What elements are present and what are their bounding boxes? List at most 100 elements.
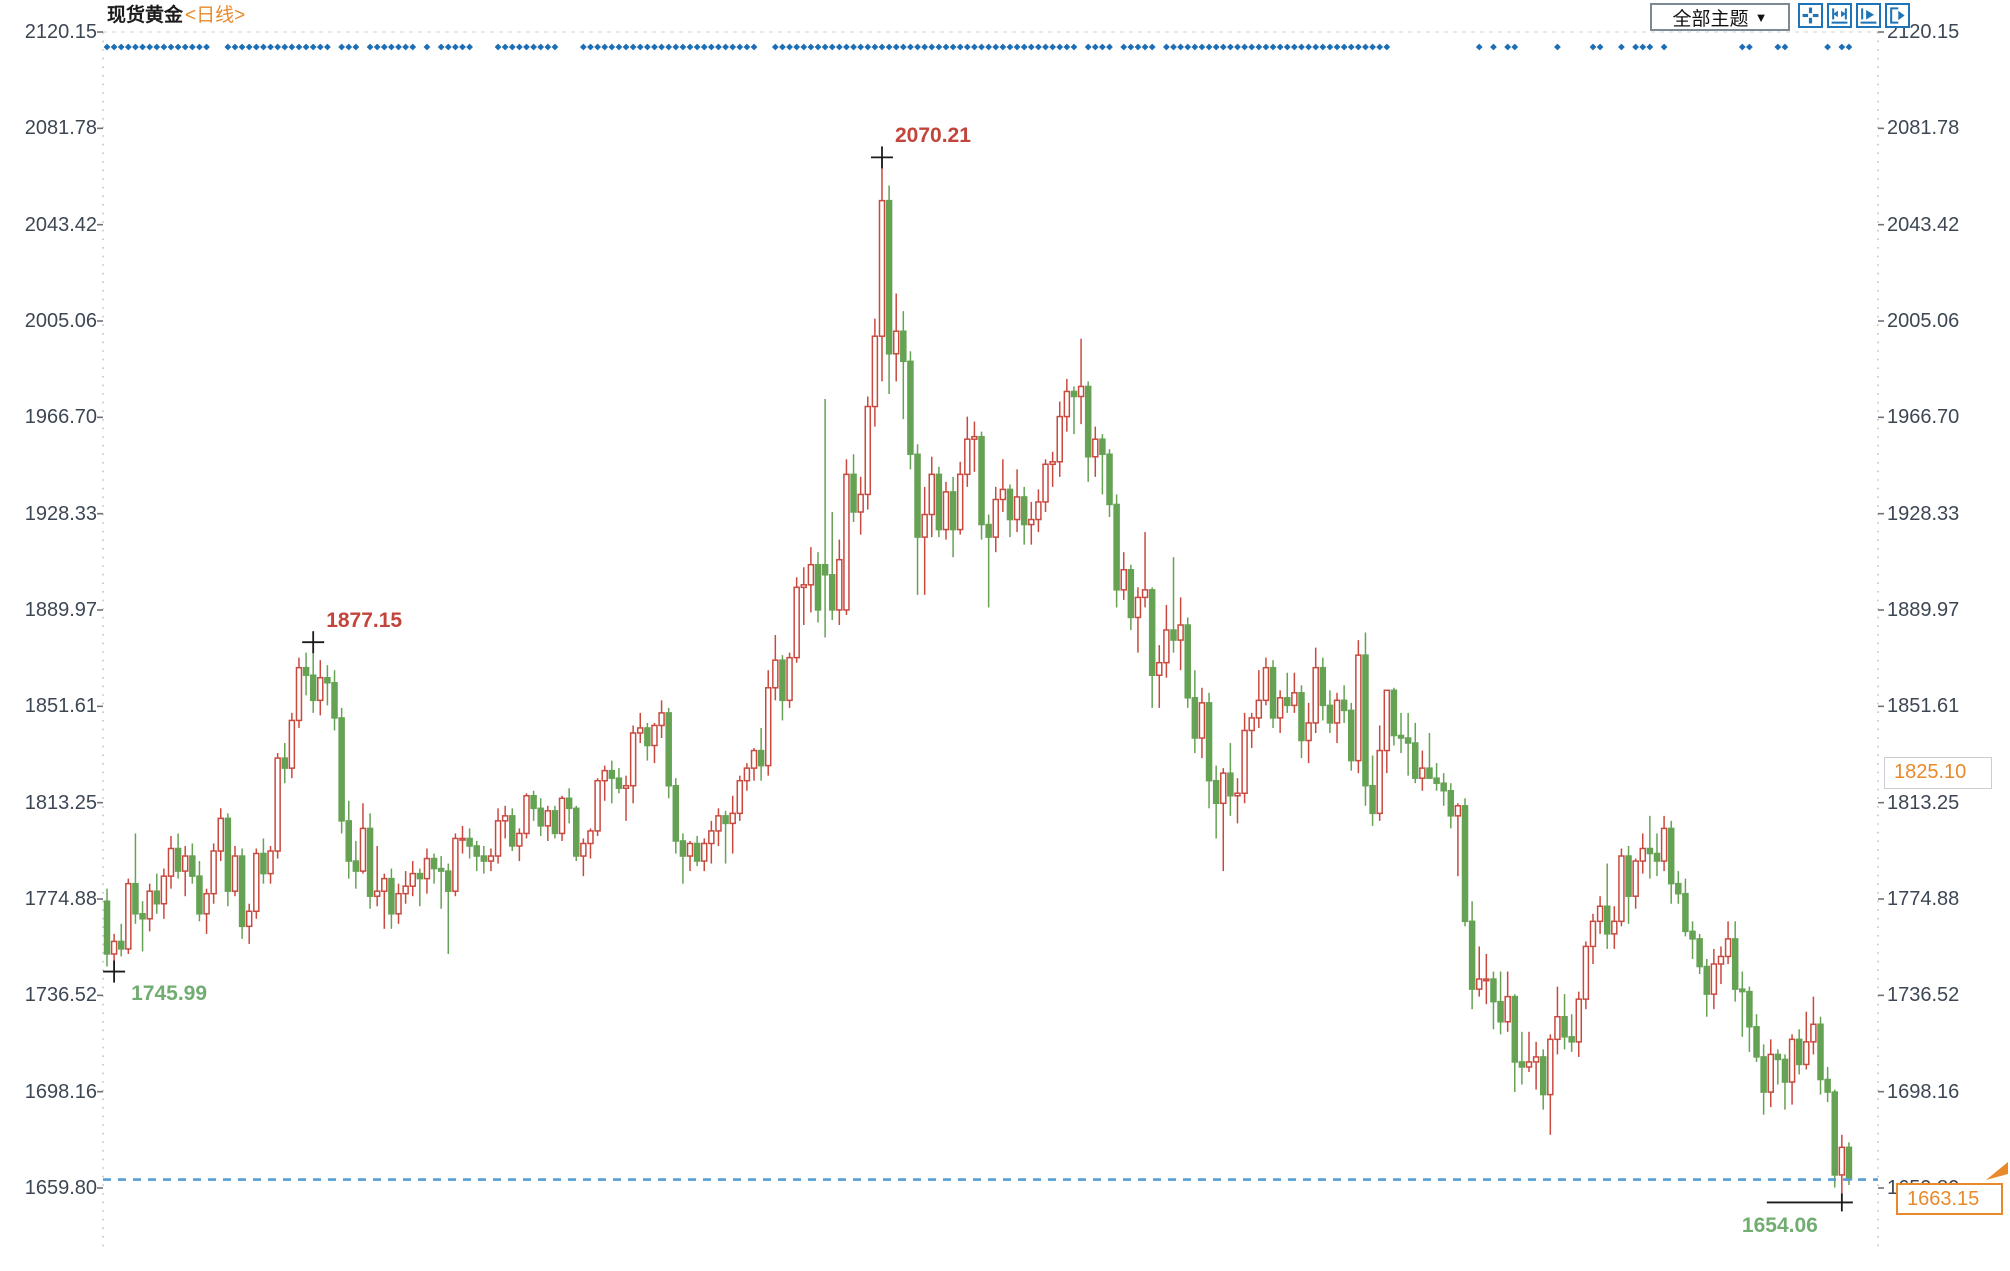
event-dot: [1248, 43, 1256, 51]
event-dot: [1027, 43, 1035, 51]
event-dot: [395, 43, 402, 51]
event-dot: [1660, 43, 1668, 51]
event-dot: [722, 43, 729, 51]
event-dot: [1746, 43, 1753, 51]
y-axis-label-left: 1889.97: [24, 599, 97, 621]
y-axis-label-left: 1774.88: [24, 888, 97, 911]
event-dot: [181, 43, 189, 51]
event-markers: [103, 43, 1853, 51]
event-dot: [629, 43, 637, 51]
latest-price-arrow-icon[interactable]: [1984, 1160, 2010, 1184]
event-dot: [373, 43, 381, 51]
event-dot: [707, 43, 715, 51]
event-dot: [843, 43, 850, 51]
event-dot: [907, 43, 914, 51]
chart-toolbar: 全部主题 ▼: [1650, 3, 1910, 31]
event-dot: [700, 43, 708, 51]
event-dot: [786, 43, 793, 51]
event-dot: [103, 43, 111, 51]
event-dot: [1490, 43, 1497, 51]
extreme-cross-markers: [103, 146, 1853, 1212]
event-dot: [1298, 43, 1305, 51]
event-dot: [1170, 43, 1177, 51]
event-dot: [686, 43, 694, 51]
chart-title: 现货黄金 <日线>: [107, 4, 245, 28]
event-dot: [1646, 43, 1654, 51]
y-axis-label-left: 2005.06: [24, 310, 97, 332]
event-dot: [636, 43, 644, 51]
event-dot: [537, 43, 545, 51]
event-dot: [117, 43, 125, 51]
y-axis-label-left: 1851.61: [24, 695, 97, 718]
fit-range-icon[interactable]: [1827, 3, 1852, 28]
event-dot: [523, 43, 530, 51]
event-dot: [1262, 43, 1270, 51]
event-dot: [402, 43, 410, 51]
event-dot: [1283, 43, 1291, 51]
event-dot: [1362, 43, 1369, 51]
event-dot: [203, 43, 210, 51]
event-dot: [992, 43, 1000, 51]
event-dot: [167, 43, 175, 51]
event-dot: [1312, 43, 1320, 51]
y-axis-label-right: 1851.61: [1887, 695, 1960, 718]
event-dot: [260, 43, 267, 51]
event-dot: [935, 43, 943, 51]
event-dot: [1369, 43, 1376, 51]
event-dot: [252, 43, 260, 51]
event-dot: [224, 43, 232, 51]
current-price-label: 1663.15: [1896, 1182, 2003, 1215]
event-dot: [1212, 43, 1220, 51]
event-dot: [750, 43, 758, 51]
event-dot: [1198, 43, 1206, 51]
event-dot: [921, 43, 929, 51]
event-dot: [1354, 43, 1362, 51]
event-dot: [1774, 43, 1782, 51]
event-dot: [963, 43, 971, 51]
event-dot: [139, 43, 146, 51]
event-dot: [942, 43, 950, 51]
pan-icon[interactable]: [1798, 3, 1823, 28]
event-dot: [743, 43, 751, 51]
event-dot: [324, 43, 331, 51]
y-axis-label-left: 2081.78: [24, 117, 97, 140]
event-dot: [316, 43, 324, 51]
event-dot: [928, 43, 936, 51]
event-dot: [366, 43, 374, 51]
event-dot: [1241, 43, 1248, 51]
event-dot: [999, 43, 1007, 51]
event-dot: [124, 43, 132, 51]
event-dot: [956, 43, 964, 51]
event-dot: [1276, 43, 1284, 51]
event-dot: [352, 43, 360, 51]
theme-dropdown-label: 全部主题: [1672, 8, 1749, 30]
event-dot: [658, 43, 665, 51]
event-dot: [1781, 43, 1789, 51]
event-dot: [544, 43, 552, 51]
event-dot: [1845, 43, 1853, 51]
event-dot: [885, 43, 893, 51]
event-dot: [1219, 43, 1227, 51]
event-dot: [736, 43, 744, 51]
event-dot: [174, 43, 182, 51]
theme-dropdown-button[interactable]: 全部主题 ▼: [1650, 3, 1790, 31]
event-dot: [814, 43, 822, 51]
goto-latest-icon[interactable]: [1885, 3, 1910, 28]
event-dot: [423, 43, 431, 51]
y-axis-label-left: 1928.33: [24, 502, 97, 525]
event-dot: [1020, 43, 1028, 51]
event-dot: [1639, 43, 1647, 51]
event-dot: [1383, 43, 1391, 51]
event-dot: [899, 43, 907, 51]
y-axis-label-left: 1698.16: [24, 1080, 97, 1103]
event-dot: [771, 43, 779, 51]
candles-layer[interactable]: [103, 157, 1853, 1203]
event-dot: [196, 43, 203, 51]
event-dot: [672, 43, 680, 51]
event-dot: [1056, 43, 1064, 51]
event-dot: [800, 43, 808, 51]
play-axis-icon[interactable]: [1856, 3, 1881, 28]
event-dot: [779, 43, 786, 51]
event-dot: [1340, 43, 1348, 51]
